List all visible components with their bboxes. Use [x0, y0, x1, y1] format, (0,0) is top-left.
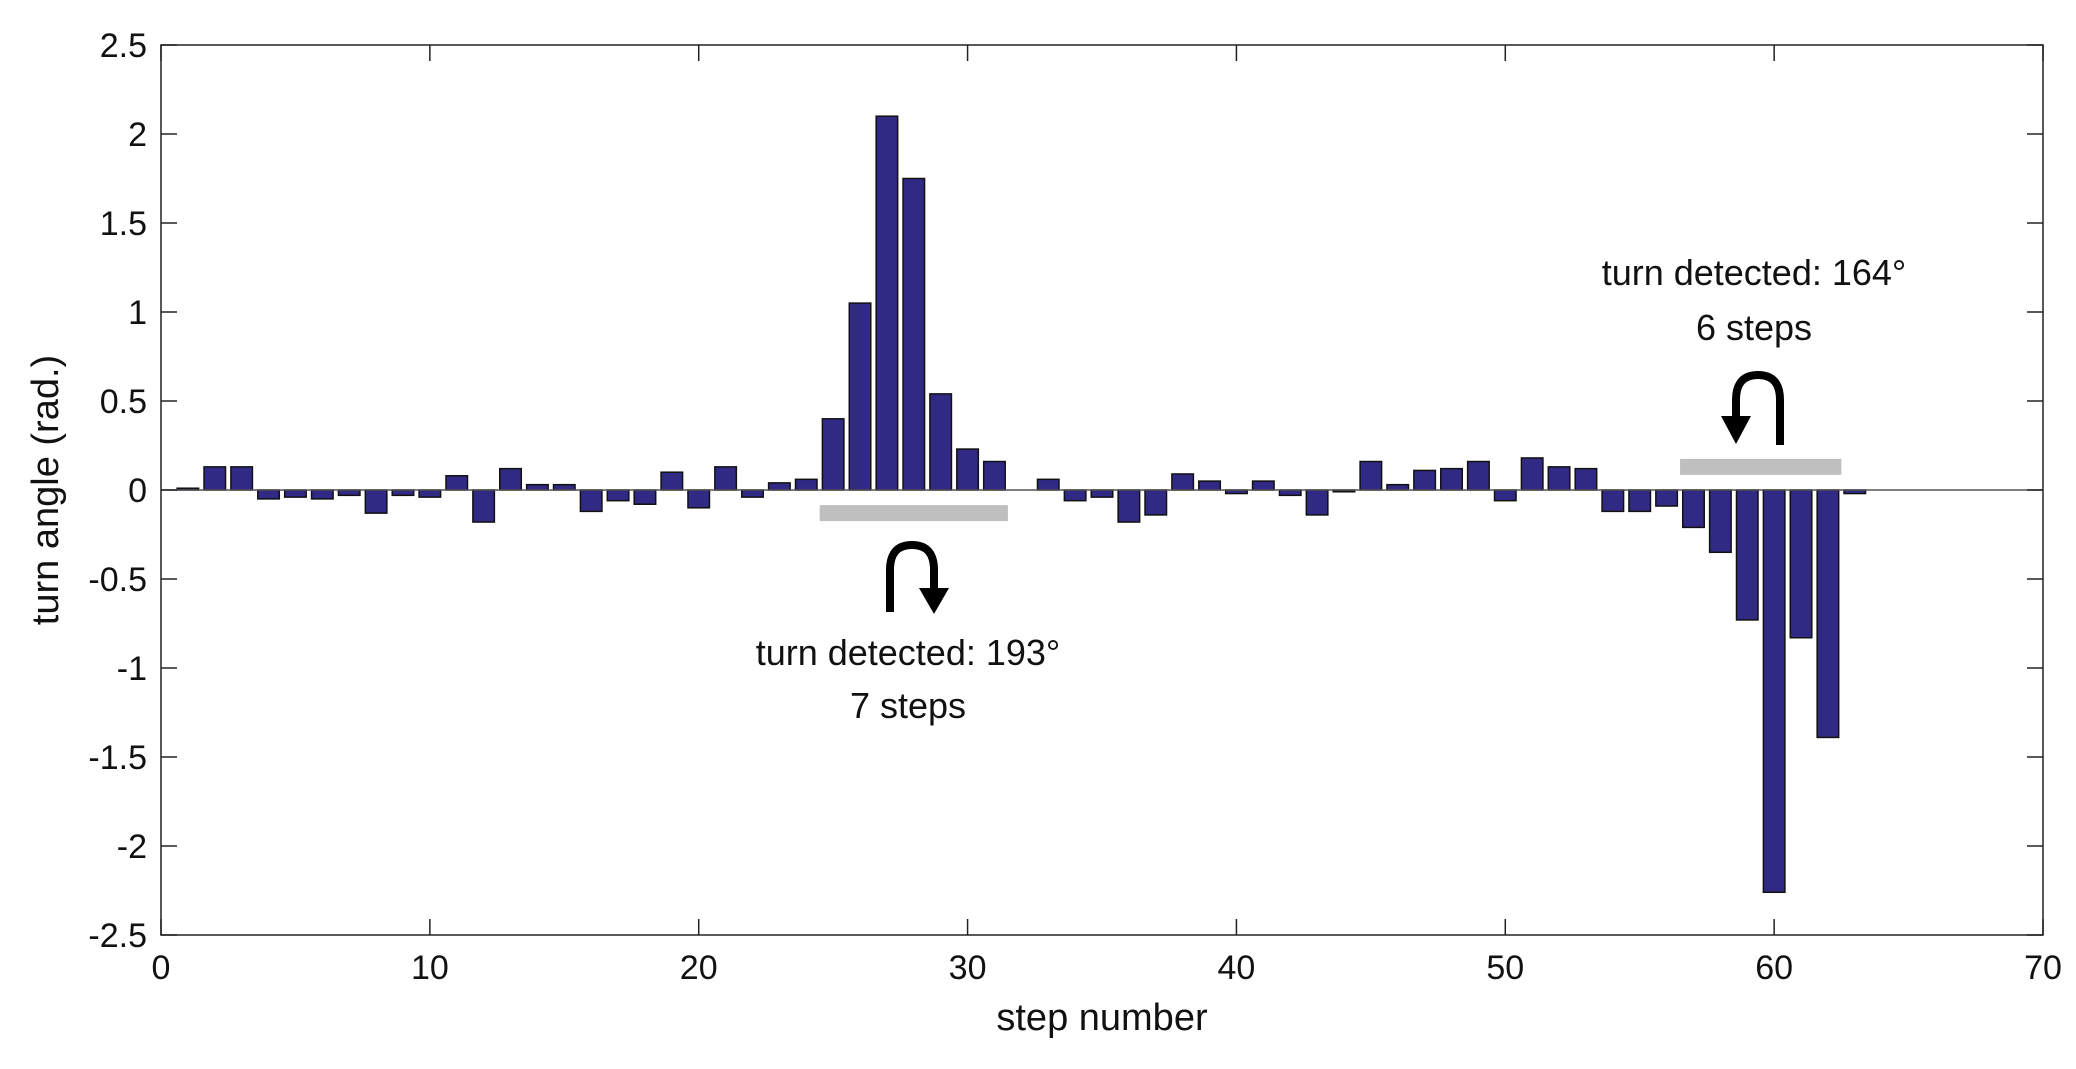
- bar-step-19: [660, 471, 684, 491]
- bar-step-50: [1493, 489, 1517, 502]
- y-tick-label: 0: [128, 472, 147, 510]
- bar-step-23: [767, 482, 791, 491]
- bar-step-39: [1198, 480, 1222, 491]
- bar-step-43: [1305, 489, 1329, 516]
- bar-step-3: [230, 466, 254, 491]
- bar-step-57: [1681, 489, 1705, 529]
- bar-step-45: [1359, 460, 1383, 491]
- y-axis-label: turn angle (rad.): [25, 355, 67, 625]
- bar-step-42: [1278, 489, 1302, 497]
- bar-step-56: [1655, 489, 1679, 507]
- x-tick-label: 60: [1755, 949, 1793, 987]
- bar-step-53: [1574, 467, 1598, 491]
- bar-step-41: [1251, 480, 1275, 491]
- u-turn-arrowhead-icon-2: [1721, 416, 1751, 444]
- bar-step-14: [525, 483, 549, 491]
- x-tick-label: 40: [1218, 949, 1256, 987]
- x-tick-label: 10: [411, 949, 449, 987]
- bar-step-15: [552, 483, 576, 491]
- u-turn-arrow-icon-2: [1732, 370, 1784, 445]
- y-tick-label: 1: [128, 294, 147, 332]
- annotations-layer: turn detected: 193° 7 steps turn detected:…: [756, 252, 1907, 726]
- bar-step-47: [1413, 469, 1437, 491]
- y-tick-label: -1.5: [88, 739, 147, 777]
- x-axis-label: step number: [996, 997, 1208, 1039]
- turn-1-label: turn detected: 193°: [756, 632, 1061, 673]
- turn-2-label: turn detected: 164°: [1602, 252, 1907, 293]
- y-tick-label: -1: [117, 650, 147, 688]
- bar-step-2: [203, 466, 227, 491]
- bar-step-9: [391, 489, 415, 497]
- bar-step-6: [310, 489, 334, 500]
- bar-step-37: [1144, 489, 1168, 516]
- bar-step-4: [257, 489, 281, 500]
- bar-step-28: [902, 177, 926, 491]
- bar-step-62: [1816, 489, 1840, 739]
- bar-step-55: [1628, 489, 1652, 513]
- bar-step-10: [418, 489, 442, 498]
- bar-step-7: [337, 489, 361, 497]
- y-tick-label: 1.5: [100, 205, 147, 243]
- x-tick-label: 20: [680, 949, 718, 987]
- bar-step-21: [714, 466, 738, 491]
- bar-step-35: [1090, 489, 1114, 498]
- bar-step-60: [1762, 489, 1786, 894]
- bar-step-33: [1036, 478, 1060, 491]
- bar-step-59: [1735, 489, 1759, 621]
- bar-step-17: [606, 489, 630, 502]
- bars-layer: [176, 115, 1867, 894]
- bar-step-38: [1171, 473, 1195, 491]
- bar-step-46: [1386, 483, 1410, 491]
- bar-step-49: [1466, 460, 1490, 491]
- bar-step-36: [1117, 489, 1141, 523]
- bar-step-31: [982, 460, 1006, 491]
- bar-step-12: [472, 489, 496, 523]
- axes-layer: 0 10 20 30 40 50 60 70 -2.5 -2 -1.5 -1 -0.5 0 0.5 1 1.5 2…: [88, 27, 2062, 987]
- bar-step-26: [848, 302, 872, 491]
- y-tick-label: -2: [117, 828, 147, 866]
- bar-step-5: [283, 489, 307, 498]
- bar-step-25: [821, 418, 845, 491]
- y-tick-label: 2.5: [100, 27, 147, 65]
- bar-step-58: [1708, 489, 1732, 554]
- turn-1-steps: 7 steps: [850, 685, 966, 726]
- bar-step-27: [875, 115, 899, 491]
- u-turn-arrow-icon: [886, 540, 938, 612]
- x-tick-label: 0: [152, 949, 171, 987]
- bar-step-61: [1789, 489, 1813, 639]
- bar-step-30: [956, 448, 980, 491]
- x-tick-label: 30: [949, 949, 987, 987]
- bar-step-11: [445, 475, 469, 491]
- y-tick-label: 2: [128, 116, 147, 154]
- bar-step-34: [1063, 489, 1087, 502]
- bar-step-16: [579, 489, 603, 513]
- bar-step-24: [794, 478, 818, 491]
- y-tick-label: 0.5: [100, 383, 147, 421]
- bar-step-20: [687, 489, 711, 509]
- x-tick-label: 50: [1486, 949, 1524, 987]
- bar-step-52: [1547, 466, 1571, 491]
- y-tick-label: -0.5: [88, 561, 147, 599]
- bar-step-51: [1520, 457, 1544, 491]
- bar-step-54: [1601, 489, 1625, 513]
- u-turn-arrowhead-icon: [919, 588, 949, 614]
- x-tick-label: 70: [2024, 949, 2062, 987]
- bar-step-22: [740, 489, 764, 498]
- bar-step-29: [929, 393, 953, 491]
- bar-step-13: [499, 467, 523, 491]
- bar-step-8: [364, 489, 388, 514]
- bar-step-48: [1440, 467, 1464, 491]
- turn-2-steps: 6 steps: [1696, 307, 1812, 348]
- y-tick-label: -2.5: [88, 917, 147, 955]
- bar-step-18: [633, 489, 657, 505]
